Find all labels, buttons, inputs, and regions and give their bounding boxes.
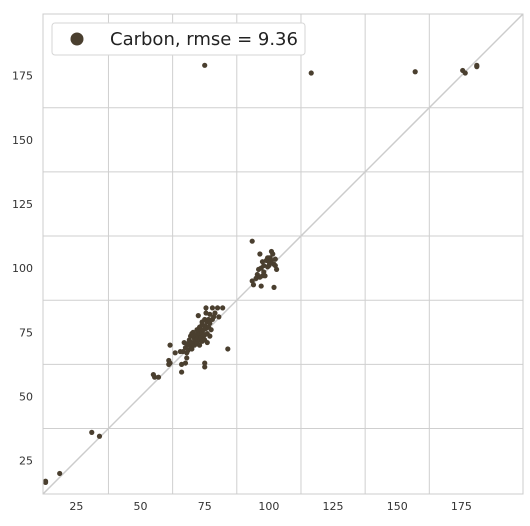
x-tick-label: 75 [198, 500, 212, 513]
data-point [220, 305, 226, 311]
data-point [196, 342, 203, 348]
data-point [189, 346, 195, 352]
x-tick-labels: 25 50 75 100 125 150 175 [69, 500, 472, 513]
data-point [96, 433, 103, 439]
y-tick-label: 150 [12, 134, 33, 147]
data-point [202, 364, 208, 370]
legend-box [51, 22, 306, 56]
data-point [208, 327, 214, 333]
data-point [262, 273, 268, 279]
x-tick-label: 100 [258, 500, 279, 513]
data-point [203, 305, 209, 311]
data-point [214, 305, 221, 311]
y-tick-label: 100 [12, 262, 33, 275]
data-point [207, 320, 213, 326]
identity-reference-line [42, 13, 524, 495]
data-point [167, 342, 173, 348]
data-point [172, 350, 178, 356]
data-point [179, 369, 185, 375]
plot-frame [42, 13, 524, 495]
x-tick-label: 175 [451, 500, 472, 513]
data-point [207, 333, 213, 339]
x-tick-label: 25 [69, 500, 83, 513]
data-point [249, 238, 255, 244]
x-tick-label: 50 [134, 500, 148, 513]
legend-marker [70, 32, 84, 46]
data-point [462, 70, 468, 76]
data-point [212, 310, 218, 316]
data-point [412, 69, 418, 75]
y-tick-labels: 25 50 75 100 125 150 175 [12, 70, 33, 468]
data-point [204, 339, 210, 346]
data-point [272, 256, 278, 262]
data-point [225, 346, 231, 352]
data-point [207, 311, 213, 317]
data-point [182, 360, 189, 366]
data-point [57, 470, 63, 477]
data-point [89, 429, 95, 435]
data-point [257, 251, 263, 257]
identity-line [42, 13, 524, 495]
data-point [250, 282, 257, 288]
data-point [258, 283, 264, 289]
data-point [202, 360, 208, 366]
data-point [308, 70, 314, 76]
data-point [474, 62, 480, 68]
legend: Carbon, rmse = 9.36 [51, 22, 306, 56]
data-point [152, 374, 158, 380]
y-tick-label: 25 [19, 455, 33, 468]
y-tick-label: 75 [19, 326, 33, 339]
data-point [42, 479, 49, 486]
data-point [184, 355, 190, 361]
x-tick-label: 150 [387, 500, 408, 513]
data-points [42, 62, 480, 486]
data-point [195, 313, 201, 319]
data-point [167, 360, 173, 366]
grid-lines [43, 14, 523, 494]
data-point [273, 266, 280, 273]
data-point [209, 305, 216, 311]
data-point [155, 374, 162, 380]
data-point [216, 314, 222, 320]
y-tick-label: 175 [12, 70, 33, 83]
data-point [271, 284, 277, 290]
x-tick-label: 125 [323, 500, 344, 513]
legend-label: Carbon, rmse = 9.36 [110, 29, 298, 50]
data-point [202, 62, 208, 68]
y-tick-label: 50 [19, 390, 33, 403]
y-tick-label: 125 [12, 198, 33, 211]
data-point [270, 251, 276, 257]
